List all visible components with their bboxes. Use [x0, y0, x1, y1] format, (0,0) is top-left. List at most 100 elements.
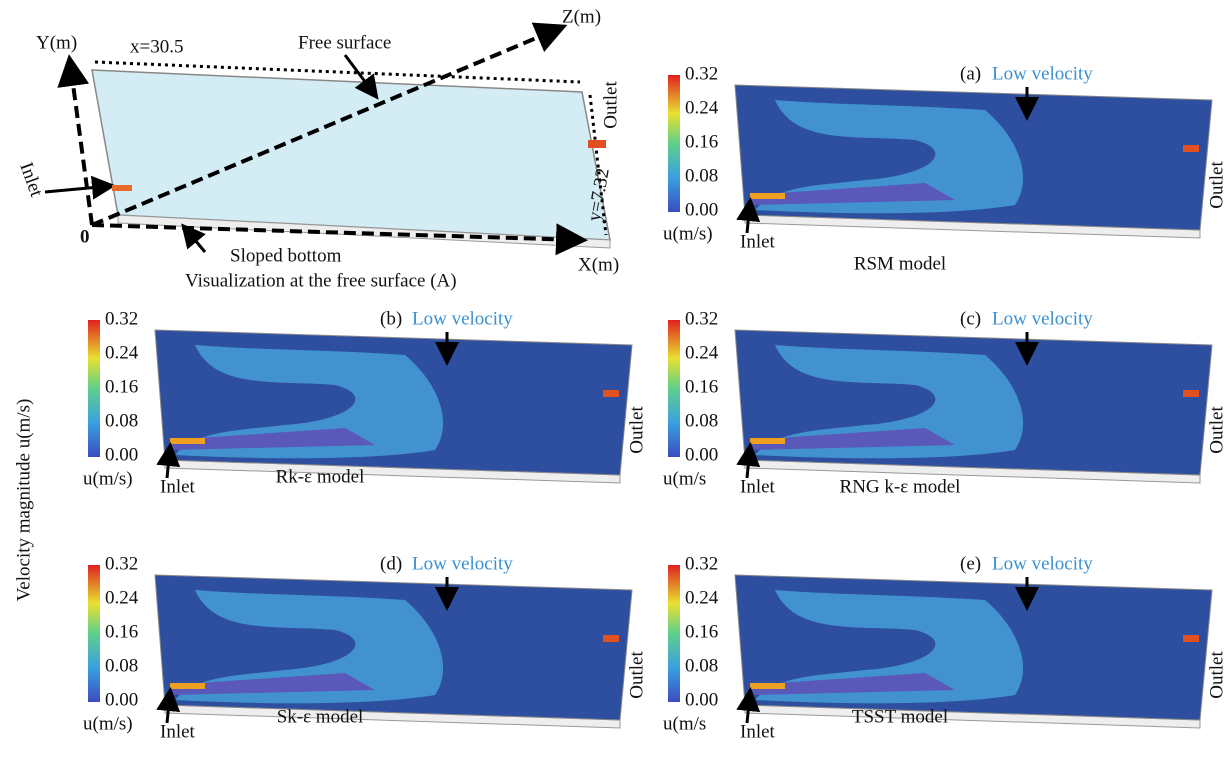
label: X(m): [578, 254, 619, 275]
outlet-mark: [588, 140, 606, 148]
unit: u(m/s): [83, 468, 133, 489]
panel-tag: (b): [380, 308, 402, 329]
outlet-mark: [1183, 390, 1199, 397]
label: Z(m): [562, 6, 601, 27]
model-name: RSM model: [854, 253, 946, 274]
label: x=30.5: [130, 36, 183, 57]
flow-core: [750, 673, 955, 695]
colorbar: [668, 320, 680, 457]
colorbar-tick: 0.32: [685, 308, 718, 329]
label: 0: [80, 226, 90, 247]
colorbar-tick: 0.00: [105, 444, 138, 465]
panel-tag: (a): [960, 63, 981, 84]
note: Low velocity: [412, 308, 513, 329]
colorbar-tick: 0.16: [685, 376, 718, 397]
outlet-mark: [1183, 145, 1199, 152]
colorbar-tick: 0.00: [685, 199, 718, 220]
flow-region: [755, 100, 1024, 214]
flow-core: [170, 673, 375, 695]
colorbar-tick: 0.00: [685, 444, 718, 465]
outlet-label: Outlet: [626, 651, 647, 699]
caption: Visualization at the free surface (A): [185, 270, 457, 291]
colorbar: [668, 565, 680, 702]
inlet-jet: [750, 438, 785, 444]
panel-tag: (d): [380, 553, 402, 574]
inlet-label: Inlet: [740, 476, 776, 497]
unit: u(m/s: [663, 468, 706, 489]
panel: 0.32 0.24 0.16 0.08 0.00 u(m/s Inlet Outlet (e) L…: [663, 553, 1227, 742]
colorbar-tick: 0.32: [105, 553, 138, 574]
arrow: [156, 442, 181, 479]
colorbar-tick: 0.00: [685, 689, 718, 710]
colorbar: [88, 320, 100, 457]
colorbar: [668, 75, 680, 212]
label: Free surface: [298, 32, 391, 53]
colorbar-tick: 0.16: [105, 621, 138, 642]
panel: 0.32 0.24 0.16 0.08 0.00 u(m/s) Inlet Outlet (a)…: [663, 63, 1227, 274]
unit: u(m/s): [663, 223, 713, 244]
colorbar-tick: 0.08: [685, 165, 718, 186]
colorbar-tick: 0.16: [685, 621, 718, 642]
colorbar-tick: 0.32: [105, 308, 138, 329]
panel: 0.32 0.24 0.16 0.08 0.00 u(m/s) Inlet Outlet (b)…: [83, 308, 647, 497]
arrow: [736, 197, 761, 234]
inlet-label: Inlet: [160, 476, 196, 497]
unit: u(m/s: [663, 713, 706, 734]
colorbar-tick: 0.00: [105, 689, 138, 710]
colorbar-tick: 0.24: [685, 587, 719, 608]
side-label: Velocity magnitude u(m/s): [13, 399, 34, 602]
flow-region: [755, 590, 1024, 704]
flow-region: [175, 590, 444, 704]
colorbar-tick: 0.08: [685, 410, 718, 431]
arrow: [736, 442, 761, 479]
flow-region: [755, 345, 1024, 459]
note: Low velocity: [412, 553, 513, 574]
colorbar-tick: 0.24: [685, 342, 719, 363]
panel: 0.32 0.24 0.16 0.08 0.00 u(m/s Inlet Outlet (c) L…: [663, 308, 1227, 497]
schematic: Y(m) x=30.5 Free surface Z(m) Outlet Inl…: [15, 6, 621, 291]
note: Low velocity: [992, 553, 1093, 574]
unit: u(m/s): [83, 713, 133, 734]
inlet-jet: [170, 683, 205, 689]
flow-region: [175, 345, 444, 459]
colorbar-tick: 0.08: [105, 655, 138, 676]
inlet-label: Inlet: [160, 721, 196, 742]
outlet-mark: [603, 390, 619, 397]
model-name: TSST model: [852, 706, 948, 727]
label: Outlet: [600, 81, 621, 129]
colorbar-tick: 0.08: [105, 410, 138, 431]
model-name: RNG k-ε model: [840, 476, 961, 497]
panel: 0.32 0.24 0.16 0.08 0.00 u(m/s) Inlet Outlet (d)…: [83, 553, 647, 742]
label: Inlet: [15, 160, 47, 201]
inlet-label: Inlet: [740, 231, 776, 252]
colorbar: [88, 565, 100, 702]
inlet-mark: [112, 185, 132, 191]
inlet-jet: [750, 193, 785, 199]
colorbar-tick: 0.24: [105, 342, 139, 363]
label: Sloped bottom: [230, 245, 342, 266]
colorbar-tick: 0.08: [685, 655, 718, 676]
colorbar-tick: 0.16: [685, 131, 718, 152]
outlet-mark: [1183, 635, 1199, 642]
outlet-label: Outlet: [1206, 161, 1227, 209]
inlet-jet: [750, 683, 785, 689]
flow-core: [750, 183, 955, 205]
arrow: [156, 687, 181, 724]
flow-core: [750, 428, 955, 450]
flow-core: [170, 428, 375, 450]
note: Low velocity: [992, 308, 1093, 329]
outlet-mark: [603, 635, 619, 642]
colorbar-tick: 0.16: [105, 376, 138, 397]
colorbar-tick: 0.32: [685, 63, 718, 84]
note: Low velocity: [992, 63, 1093, 84]
outlet-label: Outlet: [1206, 651, 1227, 699]
outlet-label: Outlet: [626, 406, 647, 454]
colorbar-tick: 0.24: [105, 587, 139, 608]
model-name: Rk-ε model: [276, 466, 365, 487]
inlet-label: Inlet: [740, 721, 776, 742]
panel-tag: (e): [960, 553, 981, 574]
outlet-label: Outlet: [1206, 406, 1227, 454]
inlet-jet: [170, 438, 205, 444]
label: Y(m): [36, 32, 77, 53]
